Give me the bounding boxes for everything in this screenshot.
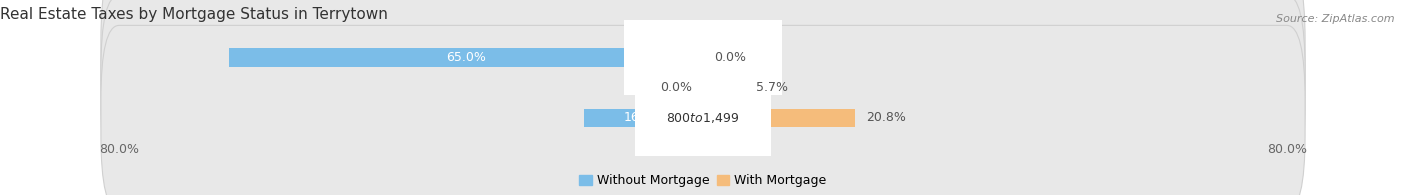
- Text: Source: ZipAtlas.com: Source: ZipAtlas.com: [1277, 14, 1395, 24]
- Bar: [583, 108, 703, 127]
- FancyBboxPatch shape: [101, 25, 1305, 195]
- FancyBboxPatch shape: [101, 0, 1305, 180]
- Text: Less than $800: Less than $800: [655, 51, 751, 64]
- Text: 0.0%: 0.0%: [659, 81, 692, 94]
- Bar: [229, 48, 703, 67]
- FancyBboxPatch shape: [101, 0, 1305, 150]
- Text: $800 to $1,499: $800 to $1,499: [666, 81, 740, 95]
- Bar: [703, 78, 745, 97]
- Legend: Without Mortgage, With Mortgage: Without Mortgage, With Mortgage: [574, 169, 832, 192]
- Text: 0.0%: 0.0%: [714, 51, 747, 64]
- Text: $800 to $1,499: $800 to $1,499: [666, 111, 740, 125]
- Text: 20.8%: 20.8%: [866, 111, 905, 124]
- Text: 5.7%: 5.7%: [755, 81, 787, 94]
- Text: 65.0%: 65.0%: [446, 51, 485, 64]
- Text: 16.3%: 16.3%: [624, 111, 664, 124]
- Text: Real Estate Taxes by Mortgage Status in Terrytown: Real Estate Taxes by Mortgage Status in …: [0, 7, 388, 22]
- Bar: [703, 108, 855, 127]
